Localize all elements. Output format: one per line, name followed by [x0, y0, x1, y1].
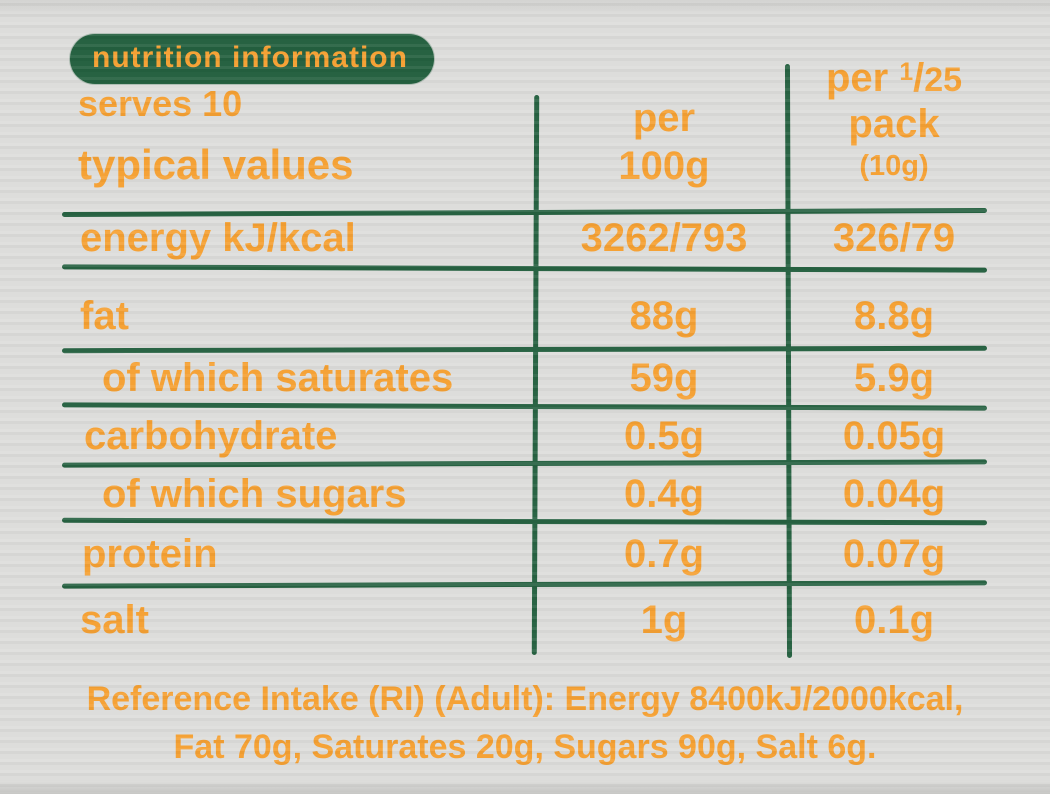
row-label: carbohydrate [84, 414, 338, 458]
divider-line-7 [61, 580, 988, 589]
value-per-pack: 8.8g [853, 294, 935, 338]
value-per-100g: 0.4g [623, 472, 705, 516]
col-header-per-pack-line3: (10g) [859, 150, 929, 182]
value-per-100g: 3262/793 [580, 216, 748, 260]
row-label: fat [80, 294, 129, 338]
value-per-pack: 0.1g [853, 598, 935, 642]
row-label: energy kJ/kcal [80, 216, 356, 260]
fraction-numerator: 1 [899, 58, 914, 86]
divider-line-3 [61, 345, 988, 354]
divider-line-2 [61, 264, 988, 273]
row-label: salt [80, 598, 149, 642]
serves-text: serves 10 [78, 83, 243, 124]
value-per-100g: 1g [640, 598, 688, 642]
value-per-pack: 0.05g [842, 414, 946, 458]
col-header-per-pack-line2: pack [848, 102, 940, 146]
title-text: nutrition information [92, 41, 408, 74]
value-per-pack: 0.07g [842, 532, 946, 576]
column-divider-2 [784, 63, 793, 659]
divider-line-5 [61, 459, 988, 468]
col-header-per-100g-line2: 100g [618, 144, 710, 188]
value-per-pack: 5.9g [853, 356, 935, 400]
fraction-slash: / [913, 56, 925, 100]
value-per-100g: 88g [629, 294, 699, 338]
col-header-per-pack-line1: per 1/25 [798, 58, 990, 98]
divider-line-4 [61, 402, 988, 411]
footer-reference-intake-line1: Reference Intake (RI) (Adult): Energy 84… [86, 680, 964, 718]
fraction-denominator: 25 [924, 61, 963, 99]
col-header-per-100g-line1: per [632, 96, 696, 140]
value-per-pack: 0.04g [842, 472, 946, 516]
typical-values-label: typical values [78, 141, 354, 188]
title-pill: nutrition information [70, 34, 434, 84]
value-per-100g: 0.7g [623, 532, 705, 576]
divider-line-6 [61, 517, 988, 526]
row-label: protein [82, 532, 218, 576]
row-label: of which saturates [102, 356, 454, 400]
row-label: of which sugars [102, 472, 407, 516]
value-per-pack: 326/79 [832, 216, 956, 260]
footer-reference-intake-line2: Fat 70g, Saturates 20g, Sugars 90g, Salt… [173, 728, 877, 766]
value-per-100g: 0.5g [623, 414, 705, 458]
pack-header-pre: per [825, 56, 889, 100]
column-divider-1 [531, 94, 540, 656]
value-per-100g: 59g [629, 356, 699, 400]
